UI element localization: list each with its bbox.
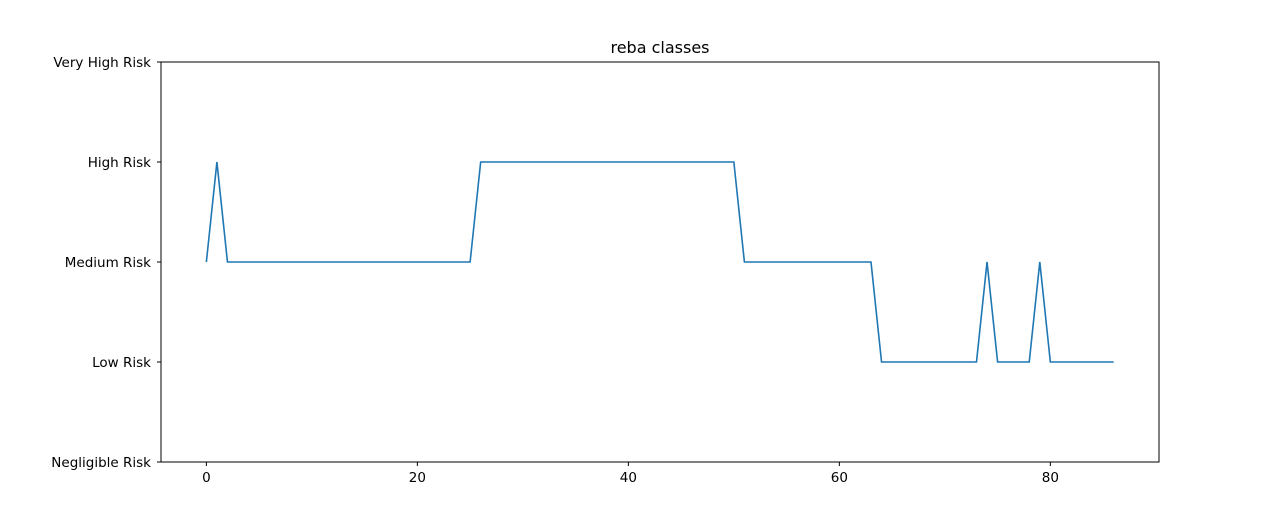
series-line (205, 161, 1114, 363)
y-tick-label: Negligible Risk (51, 455, 151, 471)
x-tick-label: 20 (409, 470, 426, 486)
y-tick-label: Medium Risk (65, 255, 151, 271)
plot-area-frame (160, 61, 1160, 463)
y-axis-ticks: Negligible Risk Low Risk Medium Risk High R… (51, 55, 161, 471)
x-tick-label: 0 (202, 470, 211, 486)
x-tick-label: 80 (1042, 470, 1059, 486)
x-axis-ticks: 0 20 40 60 80 (202, 462, 1059, 486)
x-tick-label: 40 (620, 470, 637, 486)
chart-title: reba classes (610, 38, 709, 57)
y-tick-label: Very High Risk (53, 55, 151, 71)
y-tick-label: Low Risk (92, 355, 151, 371)
y-tick-label: High Risk (88, 155, 151, 171)
x-tick-label: 60 (831, 470, 848, 486)
